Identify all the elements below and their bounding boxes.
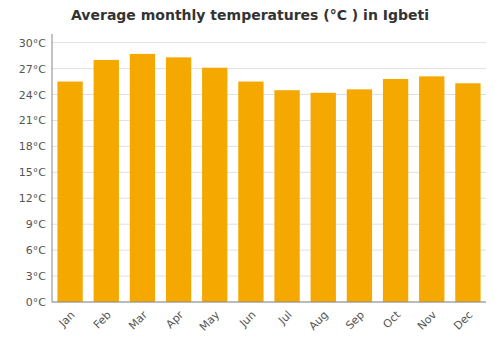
bars xyxy=(57,54,480,302)
grid-line xyxy=(52,42,486,43)
bar xyxy=(238,82,263,302)
x-tick-label: Apr xyxy=(163,308,186,331)
x-tick-label: Dec xyxy=(451,308,475,332)
y-tick-label: 12°C xyxy=(19,192,46,205)
bar xyxy=(57,82,82,302)
bar xyxy=(419,76,444,302)
x-axis: Jan Feb Mar Apr May Jun Jul Aug Sep Oct Nov Dec xyxy=(56,308,476,334)
x-tick-label: May xyxy=(197,308,223,334)
y-tick-label: 21°C xyxy=(19,114,46,127)
x-tick-label: Jun xyxy=(236,308,258,330)
y-tick-label: 15°C xyxy=(19,166,46,179)
chart-container: Average monthly temperatures (°C ) in Ig… xyxy=(0,0,500,350)
bar xyxy=(130,54,155,302)
bar xyxy=(347,89,372,302)
y-tick-label: 30°C xyxy=(19,37,46,50)
bar xyxy=(202,68,227,302)
chart-svg: Average monthly temperatures (°C ) in Ig… xyxy=(0,0,500,350)
bar xyxy=(383,79,408,302)
x-tick-label: Oct xyxy=(380,308,403,331)
x-tick-label: Sep xyxy=(343,308,367,332)
x-tick-label: Jul xyxy=(275,308,294,327)
y-tick-label: 6°C xyxy=(26,244,46,257)
x-tick-label: Jan xyxy=(56,308,78,330)
y-tick-label: 18°C xyxy=(19,140,46,153)
y-tick-label: 27°C xyxy=(19,63,46,76)
bar xyxy=(166,57,191,302)
bar xyxy=(94,60,119,302)
x-tick-label: Feb xyxy=(91,308,114,331)
grid-line xyxy=(52,302,486,303)
y-axis: 0°C 3°C 6°C 9°C 12°C 15°C 18°C 21°C 24°C 27°C 30°C xyxy=(19,37,486,309)
y-tick-label: 3°C xyxy=(26,270,46,283)
x-axis-line xyxy=(52,302,486,303)
bar xyxy=(455,83,480,302)
y-tick-label: 9°C xyxy=(26,218,46,231)
y-axis-line xyxy=(52,34,53,302)
y-tick-label: 24°C xyxy=(19,89,46,102)
x-tick-label: Mar xyxy=(126,308,150,332)
bar xyxy=(274,90,299,302)
x-tick-label: Aug xyxy=(306,308,330,332)
x-tick-label: Nov xyxy=(415,308,440,333)
bar xyxy=(311,93,336,302)
title: Average monthly temperatures (°C ) in Ig… xyxy=(71,7,429,23)
y-tick-label: 0°C xyxy=(26,296,46,309)
